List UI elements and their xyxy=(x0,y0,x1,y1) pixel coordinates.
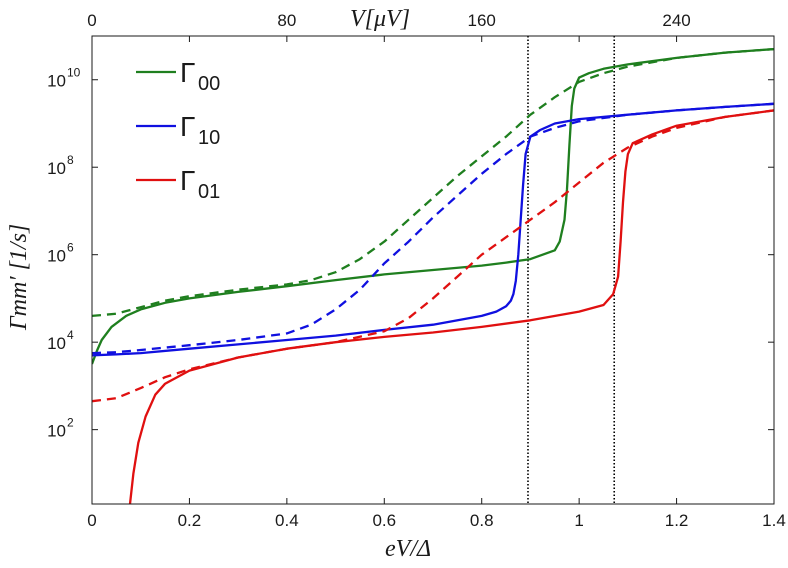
y-tick-label: 10 xyxy=(47,72,66,91)
x-tick-label: 1.2 xyxy=(665,511,689,530)
legend-subscript-10: 10 xyxy=(198,127,220,149)
top-tick-label: 80 xyxy=(277,11,296,30)
series-line-solid-2 xyxy=(92,102,774,357)
top-axis-title: V[μV] xyxy=(350,6,410,32)
series-line-solid-4 xyxy=(128,109,774,504)
series-line-solid-0 xyxy=(92,47,774,365)
y-tick-label-exponent: 2 xyxy=(67,416,74,430)
y-tick-label: 10 xyxy=(47,334,66,353)
top-tick-label: 240 xyxy=(662,11,690,30)
series-line-dashed-5 xyxy=(92,109,774,403)
x-axis-title: eV/Δ xyxy=(385,536,431,562)
plot-frame xyxy=(91,35,775,505)
y-tick-label-exponent: 6 xyxy=(67,241,74,255)
top-tick-label: 160 xyxy=(468,11,496,30)
x-tick-label: 0 xyxy=(87,511,96,530)
y-tick-label-exponent: 8 xyxy=(67,153,74,167)
plot-series xyxy=(92,47,774,504)
y-tick-label-exponent: 4 xyxy=(67,328,74,342)
y-tick-label: 10 xyxy=(47,247,66,266)
vertical-reference-lines xyxy=(527,36,616,504)
x-tick-label: 0.4 xyxy=(275,511,299,530)
x-tick-label: 0.6 xyxy=(372,511,396,530)
legend-subscript-01: 01 xyxy=(198,181,220,203)
y-tick-label: 10 xyxy=(47,422,66,441)
y-tick-label-exponent: 10 xyxy=(67,66,81,80)
y-tick-label: 10 xyxy=(47,159,66,178)
x-tick-label: 0.8 xyxy=(470,511,494,530)
x-tick-label: 1.4 xyxy=(762,511,786,530)
x-tick-label: 0.2 xyxy=(178,511,202,530)
legend-label-01: Γ xyxy=(180,165,195,196)
x-tick-label: 1 xyxy=(574,511,583,530)
y-axis-title: Γmm′ [1/s] xyxy=(6,224,32,331)
legend-label-10: Γ xyxy=(180,111,195,142)
series-line-dashed-3 xyxy=(92,102,774,355)
legend-subscript-00: 00 xyxy=(198,73,220,95)
legend: Γ 00Γ 10Γ 01 xyxy=(136,57,220,203)
legend-label-00: Γ xyxy=(180,57,195,88)
top-tick-label: 0 xyxy=(87,11,96,30)
series-line-dashed-1 xyxy=(92,47,774,318)
